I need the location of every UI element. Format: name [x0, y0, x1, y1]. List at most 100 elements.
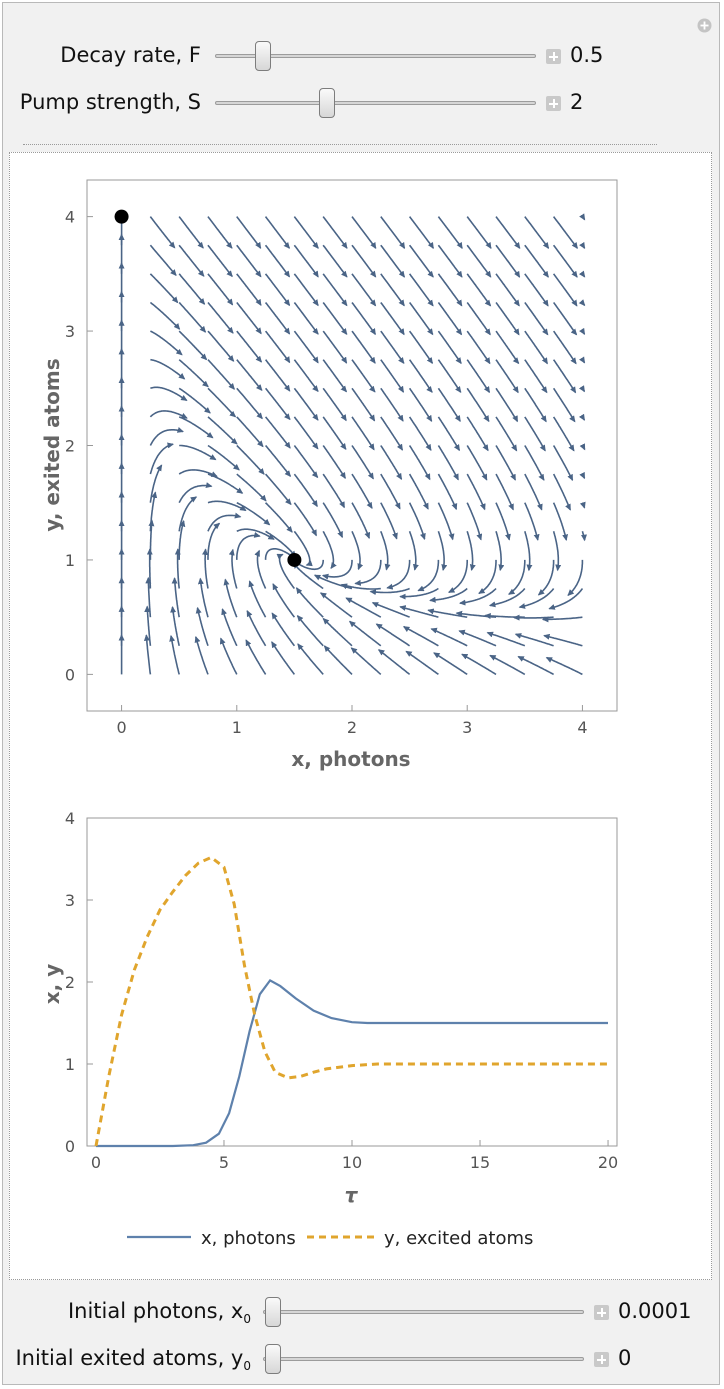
stream-line: [380, 502, 398, 540]
stream-line: [408, 445, 431, 481]
stream-line: [236, 531, 261, 560]
stream-line: [437, 445, 459, 481]
stream-line: [271, 612, 296, 647]
stream-line: [488, 587, 526, 608]
stream-line: [380, 216, 406, 250]
decay-rate-plus-icon[interactable]: [546, 49, 561, 64]
stream-y-axis-label: y, exited atoms: [40, 358, 64, 531]
initial-photons-plus-icon[interactable]: [594, 1305, 609, 1320]
initial-atoms-slider[interactable]: [263, 1357, 584, 1361]
stream-line: [495, 416, 518, 452]
stream-line: [293, 502, 318, 537]
stream-line: [369, 587, 410, 596]
stream-line: [408, 473, 429, 510]
decay-rate-slider[interactable]: [215, 54, 536, 58]
stream-line: [207, 512, 242, 532]
stream-line: [321, 559, 353, 580]
stream-line: [276, 553, 296, 590]
stream-line: [264, 302, 291, 335]
stream-line: [178, 216, 204, 249]
stream-line: [207, 359, 235, 390]
pump-strength-slider[interactable]: [215, 101, 536, 105]
initial-atoms-label: Initial exited atoms, y0: [15, 1346, 251, 1374]
stream-line: [207, 522, 221, 560]
time-x-tick-label: 10: [342, 1153, 362, 1172]
stream-line: [377, 649, 411, 676]
stream-line: [350, 647, 382, 676]
initial-atoms-plus-icon[interactable]: [594, 1352, 609, 1367]
stream-y-tick-label: 3: [65, 322, 75, 341]
stream-line: [552, 502, 569, 541]
stream-line: [543, 633, 583, 647]
stream-line: [537, 559, 555, 596]
stream-line: [171, 577, 180, 618]
legend: x, photons y, excited atoms: [127, 1228, 533, 1249]
initial-atoms-slider-thumb[interactable]: [265, 1344, 281, 1374]
stream-line: [351, 502, 371, 540]
stream-line: [417, 559, 440, 592]
stream-line: [495, 502, 511, 541]
stream-line: [495, 273, 520, 307]
controls-separator: [23, 144, 657, 145]
stream-line: [524, 473, 543, 511]
initial-photons-label: Initial photons, x0: [67, 1299, 251, 1327]
stream-line: [408, 416, 432, 451]
stream-line: [578, 413, 586, 421]
stream-line: [340, 583, 381, 590]
stream-x-tick-label: 0: [116, 718, 126, 737]
stream-line: [461, 653, 497, 676]
stream-line: [149, 464, 163, 503]
stream-line: [437, 330, 462, 365]
stream-line: [293, 473, 318, 508]
series-x-photons-line: [96, 978, 608, 1148]
stream-line: [351, 244, 377, 278]
stream-lines: [118, 213, 587, 676]
stream-line: [548, 588, 584, 610]
pump-strength-slider-thumb[interactable]: [318, 88, 335, 118]
time-x-axis-label: τ: [345, 1183, 359, 1207]
stream-line: [524, 531, 533, 572]
stream-line: [581, 531, 587, 542]
stream-line: [437, 301, 463, 336]
stream-line: [408, 216, 434, 250]
stream-line: [207, 330, 235, 362]
decay-rate-slider-thumb[interactable]: [254, 41, 271, 71]
stream-line: [495, 330, 520, 365]
stream-line: [437, 216, 463, 250]
fixed-point: [114, 209, 129, 224]
options-plus-icon[interactable]: [697, 18, 712, 33]
stream-line: [170, 606, 180, 646]
stream-line: [495, 244, 521, 278]
stream-line: [223, 578, 238, 618]
stream-line: [265, 530, 297, 558]
initial-photons-slider-thumb[interactable]: [265, 1297, 281, 1327]
stream-line: [508, 559, 526, 595]
time-x-tick-label: 5: [219, 1153, 229, 1172]
stream-line: [149, 301, 181, 330]
stream-line: [322, 617, 353, 647]
stream-line: [264, 444, 292, 477]
stream-line: [351, 530, 364, 571]
stream-line: [466, 273, 492, 307]
stream-line: [169, 634, 180, 675]
stream-line: [322, 216, 348, 249]
stream-line: [150, 386, 188, 402]
stream-line: [552, 445, 574, 481]
time-y-tick-label: 0: [65, 1137, 75, 1156]
stream-line: [380, 445, 403, 480]
stream-line: [236, 244, 262, 278]
stream-line: [552, 387, 576, 423]
stream-line: [448, 559, 468, 594]
stream-plot: 0 1 2 3 4 0 1 2 3 4 x, photons y, exited atoms: [40, 179, 618, 771]
stream-line: [402, 625, 439, 647]
stream-line: [264, 416, 291, 449]
pump-strength-plus-icon[interactable]: [546, 96, 561, 111]
stream-line: [380, 387, 404, 422]
stream-line: [207, 244, 233, 278]
initial-photons-slider[interactable]: [263, 1310, 584, 1314]
stream-y-tick-label: 2: [65, 437, 75, 456]
stream-line: [578, 270, 586, 278]
stream-line: [437, 473, 458, 511]
stream-line: [430, 627, 468, 647]
stream-line: [149, 216, 176, 249]
